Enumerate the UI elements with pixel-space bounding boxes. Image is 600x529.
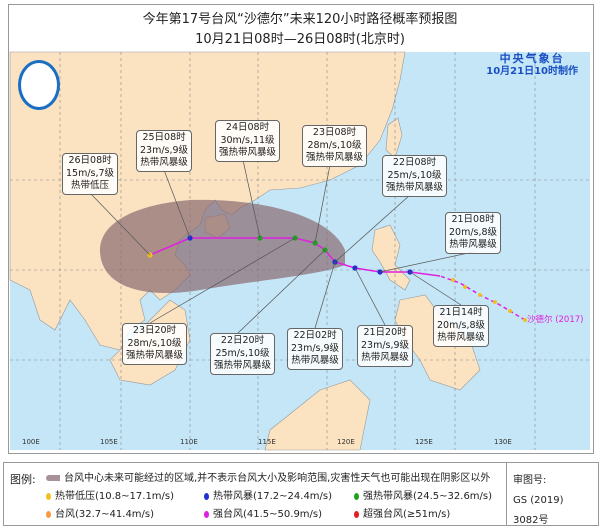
forecast-label-time: 22日20时 [220,335,265,346]
forecast-label-category: 热带风暴级 [437,332,485,343]
legend-dot-icon [354,492,359,500]
land-taiwan [385,117,403,159]
forecast-label-wind: 23m/s,9级 [291,342,340,354]
probability-cone [100,199,345,294]
forecast-label-wind: 20m/s,8级 [449,226,498,238]
legend-item: 热带低压(10.8~17.1m/s) [46,487,174,502]
map-subtitle: 10月21日08时—26日08时(北京时) [195,32,405,47]
forecast-label-time: 26日08时 [68,155,112,166]
forecast-label: 22日20时 25m/s,10级 强热带风暴级 [210,333,276,375]
legend-item: 超强台风(≥51m/s) [354,505,450,520]
forecast-label-wind: 30m/s,11级 [220,134,275,146]
label-leader-line [163,169,191,239]
forecast-label-time: 22日02时 [293,330,337,341]
label-leader-line [89,192,151,256]
legend-cone-note: 台风中心未来可能经过的区域,并不表示台风大小及影响范围,灾害性天气也可能出现在阴… [46,469,490,484]
forecast-label-category: 强热带风暴级 [126,350,184,361]
forecast-label: 22日02时 23m/s,9级 热带风暴级 [287,328,344,370]
forecast-label: 23日08时 28m/s,10级 强热带风暴级 [302,125,368,167]
label-leader-line [314,164,331,244]
forecast-label-time: 21日20时 [363,327,407,338]
forecast-label-category: 强热带风暴级 [219,147,277,158]
forecast-label: 22日08时 25m/s,10级 强热带风暴级 [382,155,448,197]
longitude-label: 110E [180,438,198,446]
label-leader-line [149,237,296,324]
longitude-label: 115E [258,438,276,446]
map-title: 今年第17号台风“沙德尔”未来120小时路径概率预报图 [142,12,458,27]
forecast-label-wind: 25m/s,10级 [387,169,442,181]
label-leader-line [242,159,261,239]
longitude-label: 100E [22,438,40,446]
label-leader-line [334,194,411,263]
legend-dot-icon [204,510,209,518]
longitude-label: 125E [415,438,433,446]
forecast-label-category: 热带风暴级 [449,239,497,250]
longitude-label: 105E [100,438,118,446]
forecast-label: 21日08时 20m/s,8级 热带风暴级 [445,212,502,254]
agency-block: 中央气象台 10月21日10时制作 [486,52,578,78]
forecast-label: 25日08时 23m/s,9级 热带风暴级 [136,130,193,172]
agency-name: 中央气象台 [499,52,565,65]
forecast-label-wind: 20m/s,8级 [437,319,486,331]
forecast-label-time: 25日08时 [142,132,186,143]
forecast-label-wind: 28m/s,10级 [127,337,182,349]
longitude-label: 130E [494,438,512,446]
forecast-label: 26日08时 15m/s,7级 热带低压 [62,153,119,195]
approval-label: 审图号: [513,475,547,486]
forecast-label-wind: 23m/s,9级 [140,144,189,156]
past-track-points [451,278,527,322]
forecast-label: 21日20时 23m/s,9级 热带风暴级 [357,325,414,367]
approval-number: GS (2019) 3082号 [513,495,564,526]
issue-time: 10月21日10时制作 [486,66,578,77]
legend-dot-icon [354,510,359,518]
longitude-label: 120E [337,438,355,446]
label-leader-line [379,251,474,273]
label-leader-line [409,271,462,306]
forecast-label-wind: 25m/s,10级 [215,347,270,359]
forecast-label-category: 热带风暴级 [361,352,409,363]
map-frame [8,4,594,454]
legend-dot-icon [46,510,51,518]
legend-item: 台风(32.7~41.4m/s) [46,505,154,520]
forecast-label-category: 热带风暴级 [291,355,339,366]
label-leader-line [354,267,386,326]
forecast-label-time: 23日20时 [132,325,177,336]
forecast-label-category: 强热带风暴级 [386,182,444,193]
land-borneo [264,379,371,451]
storm-name-label: 沙德尔 (2017) [527,315,584,325]
label-leader-line [237,249,326,334]
legend: 图例: 台风中心未来可能经过的区域,并不表示台风大小及影响范围,灾害性天气也可能… [3,462,599,526]
forecast-label-category: 强热带风暴级 [214,360,272,371]
forecast-label-time: 23日08时 [312,127,357,138]
forecast-label-wind: 28m/s,10级 [307,139,362,151]
cma-logo [18,60,60,110]
legend-item: 热带风暴(17.2~24.4m/s) [204,487,332,502]
forecast-label-time: 22日08时 [392,157,437,168]
forecast-label: 23日20时 28m/s,10级 强热带风暴级 [122,323,188,365]
forecast-label-category: 热带低压 [71,180,110,191]
forecast-label: 24日08时 30m/s,11级 强热带风暴级 [215,120,281,162]
legend-item: 强台风(41.5~50.9m/s) [204,505,322,520]
label-leader-line [314,261,336,329]
legend-item: 强热带风暴(24.5~32.6m/s) [354,487,492,502]
forecast-label: 21日14时 20m/s,8级 热带风暴级 [433,305,490,347]
map-approval: 审图号: GS (2019) 3082号 [506,463,598,526]
forecast-label-category: 热带风暴级 [140,157,188,168]
legend-dot-icon [204,492,209,500]
forecast-label-time: 21日14时 [439,307,483,318]
legend-dot-icon [46,492,51,500]
forecast-label-wind: 15m/s,7级 [66,167,115,179]
forecast-label-time: 24日08时 [225,122,270,133]
legend-heading: 图例: [10,473,36,486]
forecast-label-wind: 23m/s,9级 [361,339,410,351]
forecast-label-time: 21日08时 [451,214,495,225]
forecast-label-category: 强热带风暴级 [306,152,364,163]
cone-swatch-icon [46,475,60,481]
